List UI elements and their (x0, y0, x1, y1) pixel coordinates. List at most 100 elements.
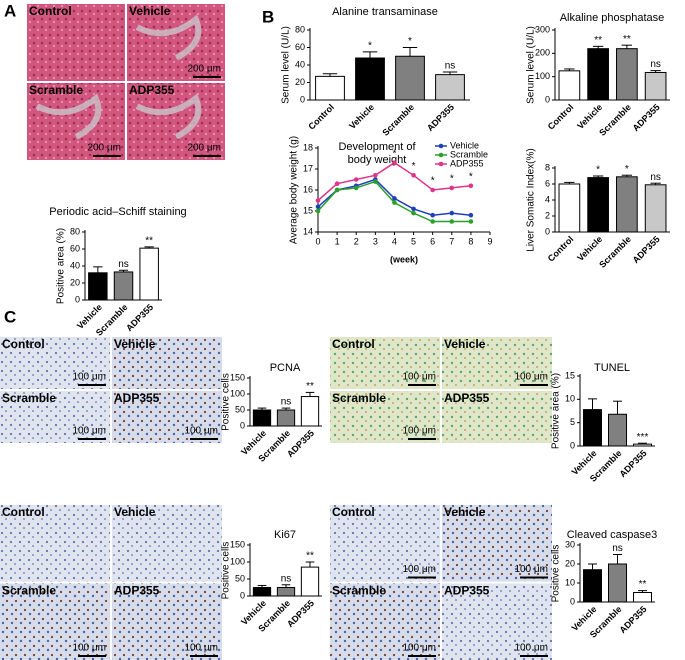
significance: * (450, 174, 454, 185)
y-tick-label: 50 (235, 573, 245, 583)
y-tick-label: 80 (70, 226, 80, 236)
micrograph (127, 4, 225, 81)
bar (88, 272, 108, 301)
chart-title: Periodic acid–Schiff staining (49, 206, 186, 218)
cell-label: Control (29, 4, 72, 18)
y-axis-label: Serum level (U/L) (281, 26, 292, 104)
micrograph (112, 583, 222, 660)
significance: ns (612, 543, 623, 554)
y-tick-label: 14 (303, 226, 313, 236)
y-tick-label: 200 (535, 48, 550, 58)
x-tick-label: 6 (430, 236, 435, 246)
micrograph (442, 337, 552, 389)
bar (276, 587, 296, 597)
y-axis-label: Average body weight (g) (289, 136, 300, 244)
y-tick-label: 40 (295, 59, 305, 69)
bar (300, 396, 320, 427)
y-tick-label: 4 (545, 194, 550, 204)
x-tick-label: Control (546, 234, 576, 264)
scale-label: 100 μm (514, 372, 548, 383)
x-tick-label: 7 (449, 236, 454, 246)
significance: ** (623, 34, 631, 45)
significance: *** (637, 432, 649, 443)
scale-label: 100 μm (72, 426, 106, 437)
significance: ** (145, 236, 153, 247)
series-point (468, 212, 474, 218)
chart-title: PCNA (270, 362, 301, 374)
y-tick-label: 40 (70, 260, 80, 270)
y-tick-label: 60 (70, 243, 80, 253)
panel-label: B (262, 7, 274, 26)
significance: * (431, 176, 435, 187)
bar (587, 177, 609, 233)
series-point (353, 177, 359, 182)
series-point (449, 185, 455, 191)
y-tick-label: 150 (230, 539, 245, 549)
series-point (449, 210, 455, 216)
scale-label: 100 μm (402, 426, 436, 437)
x-tick-label: ADP355 (631, 102, 662, 133)
series-point (430, 212, 435, 218)
chart-title: TUNEL (594, 362, 630, 374)
significance: * (596, 165, 600, 176)
significance: * (412, 161, 416, 172)
bar (113, 271, 134, 301)
significance: ** (306, 551, 314, 562)
cell-label: ADP355 (114, 391, 160, 405)
cell-label: Vehicle (114, 337, 156, 351)
x-tick-label: ADP355 (425, 102, 456, 133)
y-tick-label: 0 (545, 94, 550, 104)
scale-label: 100 μm (402, 643, 436, 654)
significance: * (408, 36, 412, 47)
scale-label: 100 μm (184, 426, 218, 437)
y-tick-label: 0 (545, 226, 550, 236)
series-point (392, 160, 397, 165)
bar (435, 74, 465, 101)
bar (583, 569, 602, 603)
y-tick-label: 17 (303, 163, 313, 173)
bar (276, 409, 296, 427)
y-tick-label: 0 (240, 590, 245, 600)
significance: * (368, 41, 372, 52)
significance: ns (650, 59, 661, 70)
series-point (430, 219, 435, 224)
scale-label: 200 μm (187, 143, 221, 154)
legend-marker (438, 143, 444, 149)
scale-label: 100 μm (72, 372, 106, 383)
y-axis-label: Positive cells (551, 545, 562, 603)
bar (355, 57, 385, 101)
cell-label: ADP355 (444, 391, 490, 405)
bar (252, 587, 272, 597)
x-axis-label: (week) (390, 254, 418, 264)
micrograph (0, 337, 110, 389)
significance: * (392, 148, 396, 159)
cell-label: Scramble (332, 391, 386, 405)
y-tick-label: 0 (75, 294, 80, 304)
micrograph (127, 83, 225, 160)
bar (300, 566, 320, 597)
x-tick-label: Control (546, 102, 576, 132)
y-axis-label: Liver Somatic Index(%) (526, 148, 537, 251)
legend-marker (438, 161, 444, 167)
micrograph (0, 583, 110, 660)
y-tick-label: 0 (570, 596, 575, 606)
bar (395, 55, 425, 101)
y-tick-label: 0 (240, 420, 245, 430)
cell-label: ADP355 (114, 583, 160, 597)
micrograph (112, 391, 222, 443)
x-tick-label: 2 (354, 236, 359, 246)
legend-label: ADP355 (450, 158, 484, 168)
chart-title: Alanine transaminase (332, 6, 438, 18)
legend-label: Vehicle (450, 140, 479, 150)
cell-label: Control (332, 337, 375, 351)
micrographs: Control Vehicle 200 μm Scramble 200 μm ADP355… (0, 4, 552, 660)
chart-title: Alkaline phosphatase (560, 12, 665, 24)
y-axis-label: Positive area (%) (56, 228, 67, 304)
micrograph (0, 391, 110, 443)
micrograph (27, 83, 125, 160)
scale-label: 100 μm (72, 643, 106, 654)
series-point (315, 208, 321, 214)
legend-label: Scramble (450, 149, 488, 159)
cell-label: ADP355 (129, 83, 175, 97)
